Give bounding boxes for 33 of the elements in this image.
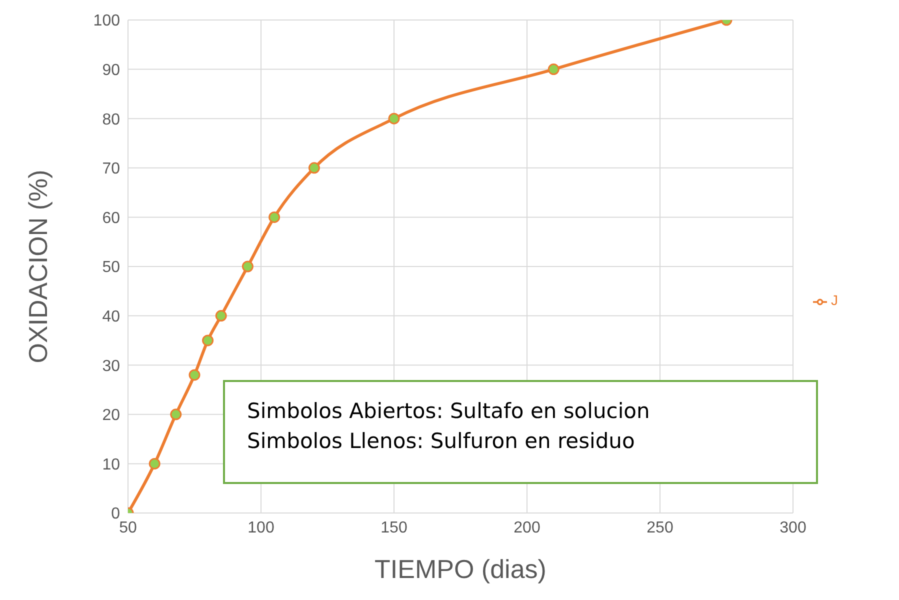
point xyxy=(548,64,560,76)
point xyxy=(242,260,254,272)
point xyxy=(268,211,280,223)
y-tick-label: 70 xyxy=(102,160,120,178)
y-tick-label: 40 xyxy=(102,308,120,326)
note-frame: Simbolos Abiertos: Sultafo en solucion Simbolos Llenos: Sulfuron en residuo xyxy=(223,380,818,484)
y-tick-label: 60 xyxy=(102,210,120,227)
annotation: Simbolos Llenos: Sulfuron en residuo xyxy=(247,428,636,455)
annotation: Simbolos Abiertos: Sultafo en solucion xyxy=(247,398,651,425)
y-tick-label: 80 xyxy=(102,111,120,128)
legend-label: J xyxy=(831,292,838,308)
x-tick-label: 200 xyxy=(514,519,540,536)
point xyxy=(215,310,227,322)
point xyxy=(202,334,214,346)
y-tick-label: 100 xyxy=(93,12,120,30)
y-axis-title: OXIDACION (%) xyxy=(23,170,54,364)
point xyxy=(188,369,200,381)
x-axis-title: TIEMPO (dias) xyxy=(374,554,546,584)
x-tick-label: 150 xyxy=(380,519,408,536)
point xyxy=(308,162,320,174)
y-tick-label: 50 xyxy=(102,259,120,276)
x-tick-label: 250 xyxy=(646,519,674,536)
y-tick-label: 30 xyxy=(102,358,120,375)
x-tick-label: 300 xyxy=(780,519,806,536)
y-tick-label: 20 xyxy=(102,407,120,424)
x-tick-label: 100 xyxy=(248,519,274,536)
point xyxy=(388,112,400,124)
point xyxy=(148,458,160,470)
y-tick-label: 0 xyxy=(111,506,120,523)
y-tick-label: 10 xyxy=(102,456,120,474)
point xyxy=(170,408,182,420)
x-tick-label: 50 xyxy=(119,519,137,536)
y-tick-label: 90 xyxy=(102,62,120,79)
